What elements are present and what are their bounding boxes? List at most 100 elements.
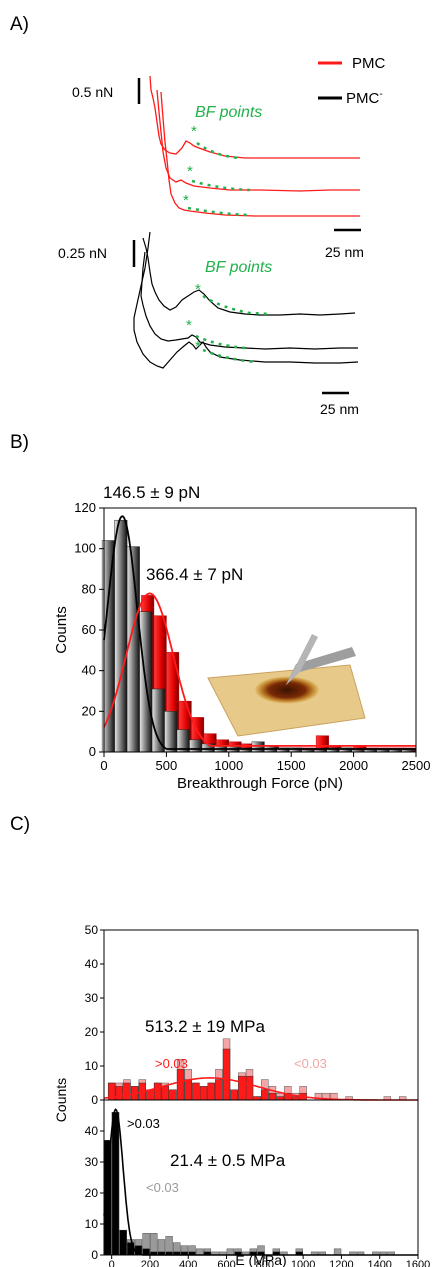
top-y-tick-label: 0 bbox=[91, 1093, 98, 1107]
x-tick-label: 400 bbox=[179, 1259, 197, 1267]
bottom-bar-high-2 bbox=[119, 1229, 127, 1256]
y-tick-label: 40 bbox=[82, 663, 96, 678]
top-bar-high-9 bbox=[176, 1069, 185, 1101]
bottom-y-tick-label: 40 bbox=[85, 1124, 99, 1138]
bottom-marker-3: * bbox=[195, 338, 201, 355]
top-bf-label: BF points bbox=[195, 104, 262, 121]
top-bar-high-1 bbox=[115, 1086, 124, 1101]
bottom-bar-low-12 bbox=[196, 1248, 204, 1256]
bottom-y-tick-label: 20 bbox=[85, 1186, 99, 1200]
top-y-tick-label: 20 bbox=[85, 1025, 99, 1039]
x-tick-label: 1500 bbox=[277, 758, 306, 773]
x-tick-label: 600 bbox=[217, 1259, 235, 1267]
x-tick-label: 2500 bbox=[402, 758, 431, 773]
top-bar-high-13 bbox=[207, 1082, 215, 1101]
top-bar-high-14 bbox=[215, 1079, 223, 1101]
y-tick-label: 20 bbox=[82, 703, 96, 718]
top-y-tick-label: 10 bbox=[85, 1059, 99, 1073]
top-bar-high-17 bbox=[238, 1075, 246, 1101]
x-axis-title: E (MPa) bbox=[235, 1252, 286, 1267]
bar-black-7 bbox=[189, 739, 203, 753]
breakthrough-histogram: 0 500 1000 1500 2000 2500 0 20 40 60 80 100 120 Break… bbox=[53, 483, 430, 792]
bottom-annotation: 21.4 ± 0.5 MPa bbox=[170, 1151, 286, 1170]
top-bar-high-8 bbox=[169, 1089, 177, 1101]
y-axis-title: Counts bbox=[53, 606, 70, 654]
bar-black-5 bbox=[164, 711, 178, 753]
pmcminus-trace-3 bbox=[133, 231, 359, 369]
top-y-tick-label: 30 bbox=[85, 991, 99, 1005]
bottom-label-high: >0.03 bbox=[127, 1116, 160, 1131]
bottom-bar-low-16 bbox=[226, 1248, 235, 1256]
x-tick-label: 800 bbox=[256, 1259, 274, 1267]
top-bar-high-20 bbox=[261, 1089, 269, 1101]
afm-tip bbox=[286, 634, 318, 685]
pmc-trace-2 bbox=[156, 89, 360, 192]
bottom-x-scale-label: 25 nm bbox=[320, 401, 359, 417]
annotation-black-peak: 146.5 ± 9 pN bbox=[103, 483, 200, 502]
top-label-low: <0.03 bbox=[294, 1056, 327, 1071]
bar-black-4 bbox=[151, 688, 165, 753]
top-y-tick-label: 50 bbox=[85, 923, 99, 937]
panel-a-label: A) bbox=[10, 14, 29, 35]
panel-b-label: B) bbox=[10, 432, 29, 453]
bottom-y-tick-label: 10 bbox=[85, 1217, 99, 1231]
panel-c-label: C) bbox=[10, 814, 30, 835]
bottom-marker-1: * bbox=[195, 281, 201, 298]
x-tick-label: 500 bbox=[156, 758, 178, 773]
bottom-marker-2: * bbox=[186, 317, 192, 334]
top-bar-high-6 bbox=[153, 1082, 162, 1101]
top-bar-high-18 bbox=[245, 1075, 254, 1101]
bottom-bar-high-1 bbox=[111, 1112, 120, 1256]
pmcminus-trace-2 bbox=[140, 251, 358, 350]
bottom-bf-label: BF points bbox=[205, 259, 272, 276]
top-y-scale-label: 0.5 nN bbox=[72, 84, 113, 100]
panel-a: A) PMC PMC- 0.5 nN 25 nm BF points * * *… bbox=[10, 14, 386, 417]
bottom-label-low: <0.03 bbox=[146, 1180, 179, 1195]
x-tick-label: 1400 bbox=[367, 1259, 391, 1267]
legend-pmcminus-label: PMC- bbox=[346, 89, 383, 107]
x-tick-label: 0 bbox=[100, 758, 107, 773]
pmc-trace-3 bbox=[160, 91, 360, 217]
fit-curve-black bbox=[103, 515, 416, 750]
panel-b: B) 0 500 1000 1500 2000 2500 0 20 40 60 80 100 120 Br… bbox=[10, 432, 430, 792]
top-bar-high-24 bbox=[291, 1096, 300, 1101]
top-plot-frame bbox=[103, 929, 419, 1101]
top-bar-high-12 bbox=[199, 1086, 208, 1101]
y-tick-label: 100 bbox=[74, 541, 96, 556]
y-tick-label: 60 bbox=[82, 622, 96, 637]
top-bar-high-16 bbox=[230, 1089, 238, 1101]
pmc-trace-1 bbox=[149, 75, 360, 159]
x-axis-title: Breakthrough Force (pN) bbox=[177, 775, 343, 792]
top-bar-high-15 bbox=[222, 1048, 231, 1101]
y-tick-label: 80 bbox=[82, 581, 96, 596]
top-bar-high-22 bbox=[276, 1096, 284, 1101]
top-marker-2: * bbox=[187, 163, 193, 180]
top-fit-dots-3 bbox=[187, 206, 251, 217]
afm-tip-inset bbox=[207, 634, 366, 737]
x-tick-label: 200 bbox=[141, 1259, 159, 1267]
fit-curve-red bbox=[103, 592, 416, 747]
top-x-scale-label: 25 nm bbox=[325, 244, 364, 260]
afm-cantilever bbox=[286, 647, 356, 685]
top-bar-high-11 bbox=[192, 1082, 200, 1101]
x-tick-label: 0 bbox=[109, 1259, 115, 1267]
top-fit-dots-1 bbox=[196, 141, 241, 160]
bottom-bar-high-5 bbox=[142, 1248, 150, 1256]
top-marker-1: * bbox=[191, 123, 197, 140]
bottom-y-scale-label: 0.25 nN bbox=[58, 245, 107, 261]
annotation-red-peak: 366.4 ± 7 pN bbox=[146, 565, 243, 584]
top-label-high: >0.03 bbox=[155, 1056, 188, 1071]
x-tick-label: 1000 bbox=[291, 1259, 315, 1267]
top-annotation: 513.2 ± 19 MPa bbox=[145, 1017, 265, 1036]
bottom-fit-dots-1 bbox=[202, 294, 271, 316]
bottom-plot-frame bbox=[103, 1099, 419, 1256]
bar-black-12 bbox=[251, 741, 265, 753]
legend-pmc-label: PMC bbox=[352, 55, 386, 72]
bar-black-1 bbox=[114, 519, 128, 753]
y-axis-title: Counts bbox=[53, 1078, 69, 1122]
y-tick-label: 0 bbox=[89, 744, 96, 759]
top-y-tick-label: 40 bbox=[85, 957, 99, 971]
